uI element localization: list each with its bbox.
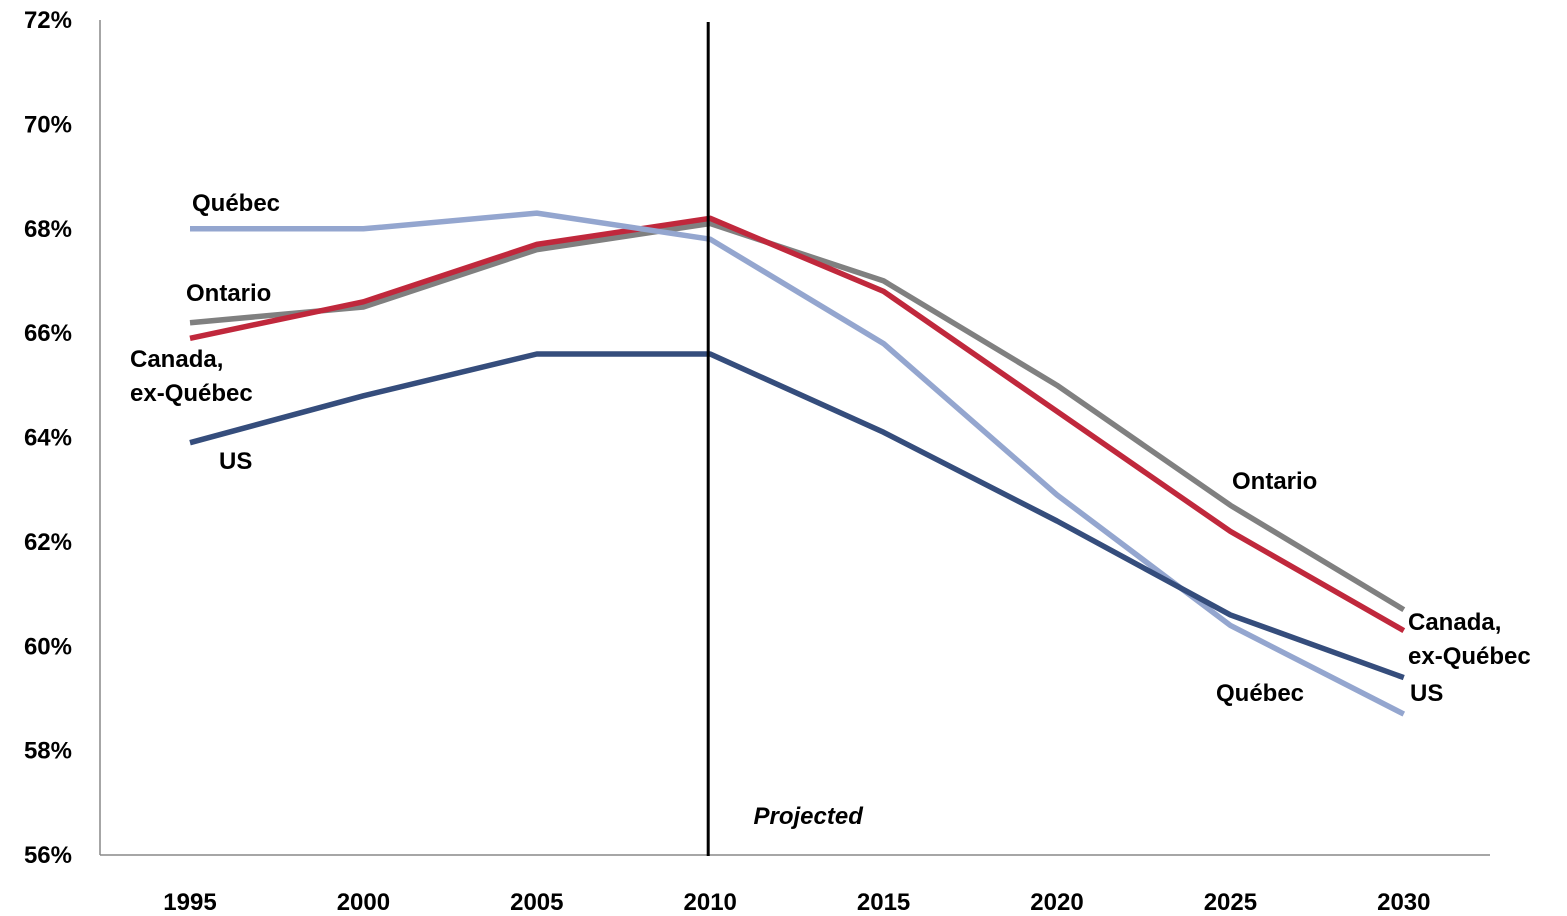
y-tick-label: 68% [24, 216, 72, 243]
series-label-line: US [1410, 680, 1443, 707]
series-line-ontario [189, 220, 1406, 613]
projected-annotation: Projected [754, 803, 865, 830]
y-tick-label: 60% [24, 633, 72, 660]
y-tick-labels: 56% 58% 60% 62% 64% 66% 68% 70% 72% [24, 7, 72, 869]
series-line-quebec [190, 210, 1406, 717]
x-tick-label: 2005 [510, 889, 563, 916]
series-label-quebec-start: Québec [192, 190, 280, 217]
y-tick-label: 66% [24, 320, 72, 347]
series-label-line: Canada, [1408, 609, 1501, 636]
series-label-ontario-start: Ontario [186, 280, 271, 307]
y-tick-label: 70% [24, 111, 72, 138]
x-tick-labels: 1995 2000 2005 2010 2015 2020 2025 2030 [163, 889, 1430, 916]
series-label-line: Canada, [130, 346, 223, 373]
series-label-canada-ex-quebec-end: Canada, ex-Québec [1408, 609, 1531, 670]
series-labels: Ontario Ontario Canada, ex-Québec Canada, ex-… [130, 190, 1531, 707]
series-label-line: ex-Québec [130, 380, 253, 407]
series-label-quebec-end: Québec [1216, 680, 1304, 707]
x-tick-label: 2000 [337, 889, 390, 916]
x-tick-label: 1995 [163, 889, 216, 916]
series-label-us-start: US [219, 448, 252, 475]
y-tick-label: 64% [24, 425, 72, 452]
series-label-line: Ontario [186, 280, 271, 307]
series-label-canada-ex-quebec-start: Canada, ex-Québec [130, 346, 253, 407]
series-label-line: ex-Québec [1408, 643, 1531, 670]
series-label-line: US [219, 448, 252, 475]
y-tick-label: 56% [24, 842, 72, 869]
x-tick-label: 2020 [1030, 889, 1083, 916]
series-label-line: Ontario [1232, 468, 1317, 495]
y-tick-label: 72% [24, 7, 72, 34]
x-tick-label: 2025 [1204, 889, 1257, 916]
series-lines [189, 210, 1406, 717]
x-tick-label: 2030 [1377, 889, 1430, 916]
x-tick-label: 2010 [684, 889, 737, 916]
series-label-line: Québec [192, 190, 280, 217]
series-line-canada-ex-quebec [189, 215, 1406, 633]
series-label-us-end: US [1410, 680, 1443, 707]
series-label-line: Québec [1216, 680, 1304, 707]
y-tick-label: 58% [24, 738, 72, 765]
axes [99, 20, 1490, 856]
series-label-ontario-end: Ontario [1232, 468, 1317, 495]
x-tick-label: 2015 [857, 889, 910, 916]
y-tick-label: 62% [24, 529, 72, 556]
series-line-us [189, 351, 1405, 681]
